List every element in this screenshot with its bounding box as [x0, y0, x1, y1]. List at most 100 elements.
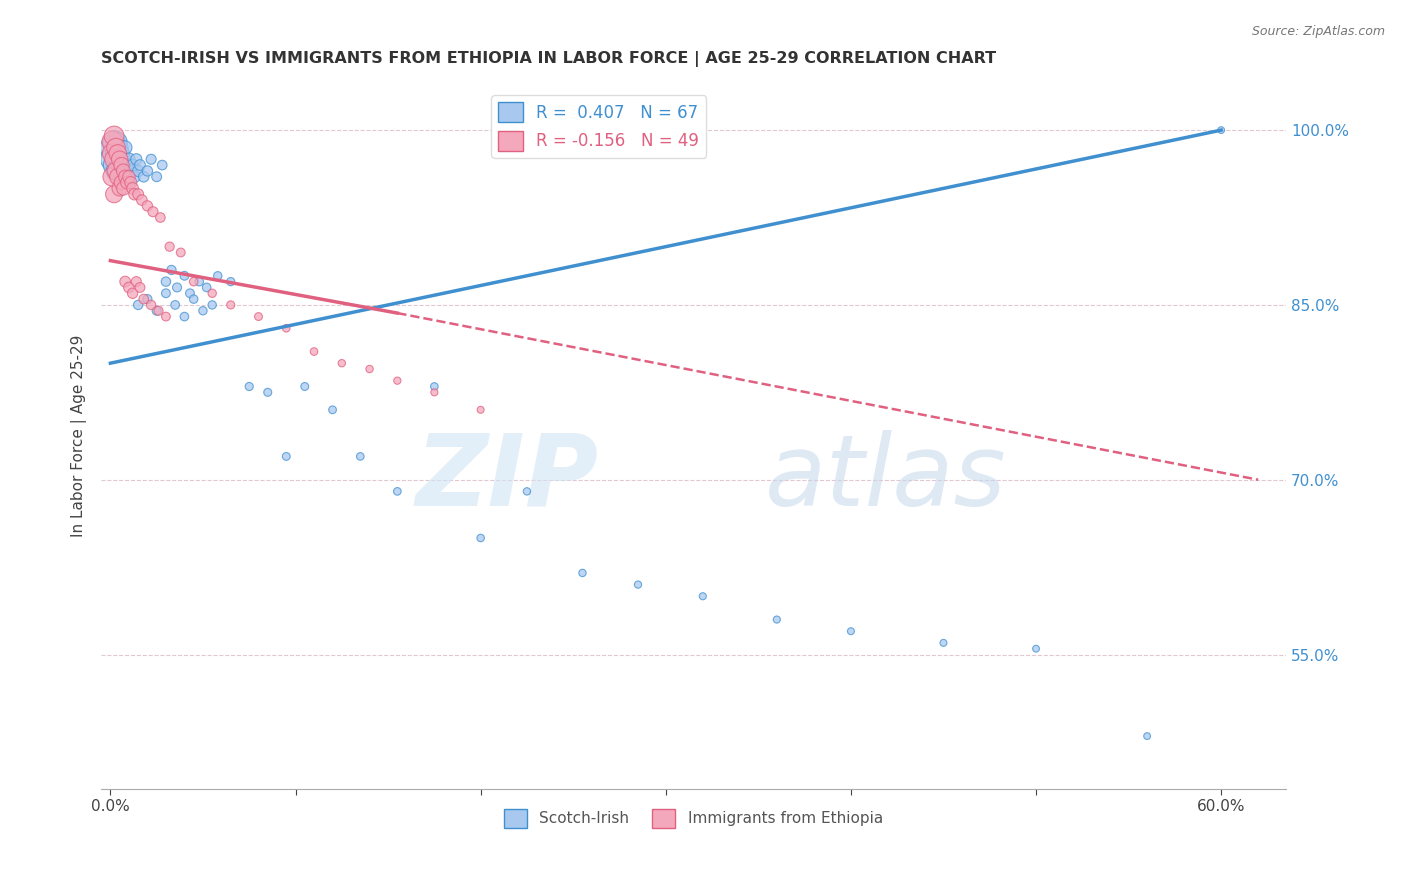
Point [124, 187, 146, 202]
Point [104, 164, 127, 178]
Point [132, 292, 155, 306]
Point [103, 153, 125, 167]
Point [238, 379, 260, 393]
Point [470, 402, 492, 417]
Point [112, 164, 135, 178]
Point [118, 280, 141, 294]
Point [349, 450, 371, 464]
Point [136, 164, 159, 178]
Point [103, 135, 125, 149]
Point [571, 566, 593, 580]
Point [330, 356, 353, 370]
Point [1025, 641, 1047, 656]
Point [142, 204, 165, 219]
Point [101, 135, 124, 149]
Point [150, 158, 173, 172]
Point [107, 153, 129, 167]
Text: atlas: atlas [765, 430, 1007, 527]
Point [139, 298, 162, 312]
Point [201, 298, 224, 312]
Point [127, 187, 149, 202]
Point [101, 169, 124, 184]
Point [124, 169, 146, 184]
Point [114, 169, 136, 184]
Point [104, 140, 127, 154]
Point [247, 310, 270, 324]
Point [148, 303, 170, 318]
Point [110, 158, 132, 172]
Point [132, 169, 155, 184]
Point [118, 176, 141, 190]
Point [127, 298, 149, 312]
Point [932, 636, 955, 650]
Point [302, 344, 325, 359]
Point [170, 245, 193, 260]
Point [256, 385, 278, 400]
Point [692, 589, 714, 603]
Point [165, 298, 187, 312]
Point [139, 153, 162, 167]
Point [125, 153, 148, 167]
Point [359, 362, 381, 376]
Point [112, 153, 135, 167]
Point [108, 181, 131, 195]
Point [136, 199, 159, 213]
Point [110, 146, 132, 161]
Point [179, 286, 201, 301]
Point [219, 298, 242, 312]
Point [276, 450, 298, 464]
Point [470, 531, 492, 545]
Point [195, 280, 218, 294]
Point [121, 181, 143, 195]
Point [114, 164, 136, 178]
Text: SCOTCH-IRISH VS IMMIGRANTS FROM ETHIOPIA IN LABOR FORCE | AGE 25-29 CORRELATION : SCOTCH-IRISH VS IMMIGRANTS FROM ETHIOPIA… [101, 51, 997, 67]
Point [129, 158, 152, 172]
Point [103, 158, 125, 172]
Point [104, 146, 127, 161]
Point [183, 292, 205, 306]
Point [1136, 729, 1159, 743]
Point [118, 169, 141, 184]
Point [110, 176, 132, 190]
Point [766, 613, 789, 627]
Point [387, 374, 409, 388]
Y-axis label: In Labor Force | Age 25-29: In Labor Force | Age 25-29 [72, 334, 87, 537]
Point [104, 164, 127, 178]
Point [145, 169, 167, 184]
Point [160, 263, 183, 277]
Point [101, 153, 124, 167]
Point [107, 135, 129, 149]
Point [145, 303, 167, 318]
Legend: Scotch-Irish, Immigrants from Ethiopia: Scotch-Irish, Immigrants from Ethiopia [498, 803, 889, 834]
Point [191, 303, 214, 318]
Point [627, 577, 650, 591]
Point [127, 164, 149, 178]
Point [107, 146, 129, 161]
Point [103, 128, 125, 143]
Text: Source: ZipAtlas.com: Source: ZipAtlas.com [1251, 25, 1385, 38]
Point [207, 268, 229, 283]
Point [166, 280, 188, 294]
Point [516, 484, 538, 499]
Point [115, 176, 138, 190]
Point [201, 286, 224, 301]
Point [155, 286, 177, 301]
Point [159, 240, 181, 254]
Point [107, 169, 129, 184]
Point [108, 153, 131, 167]
Point [294, 379, 316, 393]
Point [423, 385, 446, 400]
Point [114, 140, 136, 154]
Point [183, 275, 205, 289]
Point [112, 169, 135, 184]
Point [120, 176, 142, 190]
Point [173, 310, 195, 324]
Point [149, 211, 172, 225]
Point [115, 158, 138, 172]
Point [155, 275, 177, 289]
Point [276, 321, 298, 335]
Point [118, 153, 141, 167]
Point [112, 181, 135, 195]
Point [387, 484, 409, 499]
Point [173, 268, 195, 283]
